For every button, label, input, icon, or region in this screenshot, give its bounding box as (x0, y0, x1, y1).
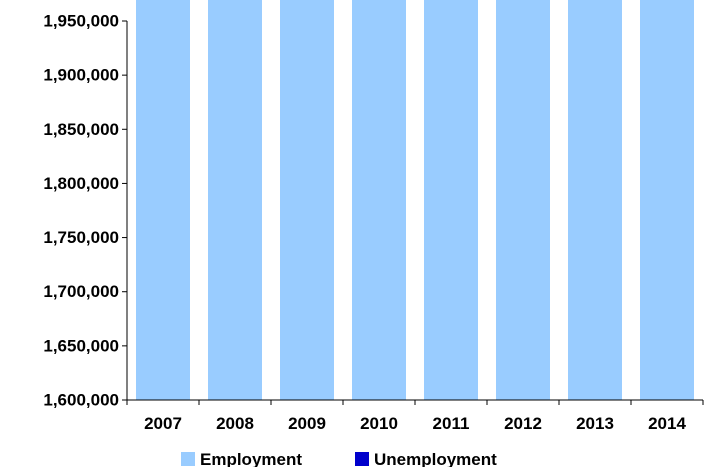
x-tick-label-2008: 2008 (216, 414, 254, 433)
x-tick-label-2010: 2010 (360, 414, 398, 433)
bar-employment-2012 (496, 0, 550, 400)
x-tick-label-2011: 2011 (433, 414, 470, 433)
y-tick-label-3: 1,750,000 (43, 228, 119, 247)
legend-label-employment: Employment (200, 450, 302, 467)
legend-swatch-employment (181, 452, 195, 466)
x-tick-label-2013: 2013 (576, 414, 614, 433)
x-tick-label-2014: 2014 (648, 414, 686, 433)
y-tick-label-6: 1,900,000 (43, 66, 119, 85)
legend: Employment Unemployment (181, 450, 497, 467)
y-tick-label-1: 1,650,000 (43, 336, 119, 355)
x-tick-label-2007: 2007 (144, 414, 182, 433)
y-tick-label-2: 1,700,000 (43, 282, 119, 301)
legend-swatch-unemployment (355, 452, 369, 466)
bar-employment-2013 (568, 0, 622, 400)
bar-employment-2008 (208, 0, 262, 400)
plot-area: 1,761,60084,6001,763,900105,0001,730,100… (43, 0, 704, 433)
x-tick-label-2009: 2009 (288, 414, 326, 433)
bar-employment-2007 (136, 0, 190, 400)
y-tick-label-4: 1,800,000 (43, 174, 119, 193)
legend-label-unemployment: Unemployment (374, 450, 497, 467)
bar-employment-2010 (352, 0, 406, 400)
x-tick-label-2012: 2012 (504, 414, 542, 433)
y-tick-label-7: 1,950,000 (43, 12, 119, 31)
bar-employment-2011 (424, 0, 478, 400)
y-tick-label-0: 1,600,000 (43, 391, 119, 410)
y-tick-label-5: 1,850,000 (43, 120, 119, 139)
bar-employment-2014 (640, 0, 694, 400)
bar-employment-2009 (280, 0, 334, 400)
